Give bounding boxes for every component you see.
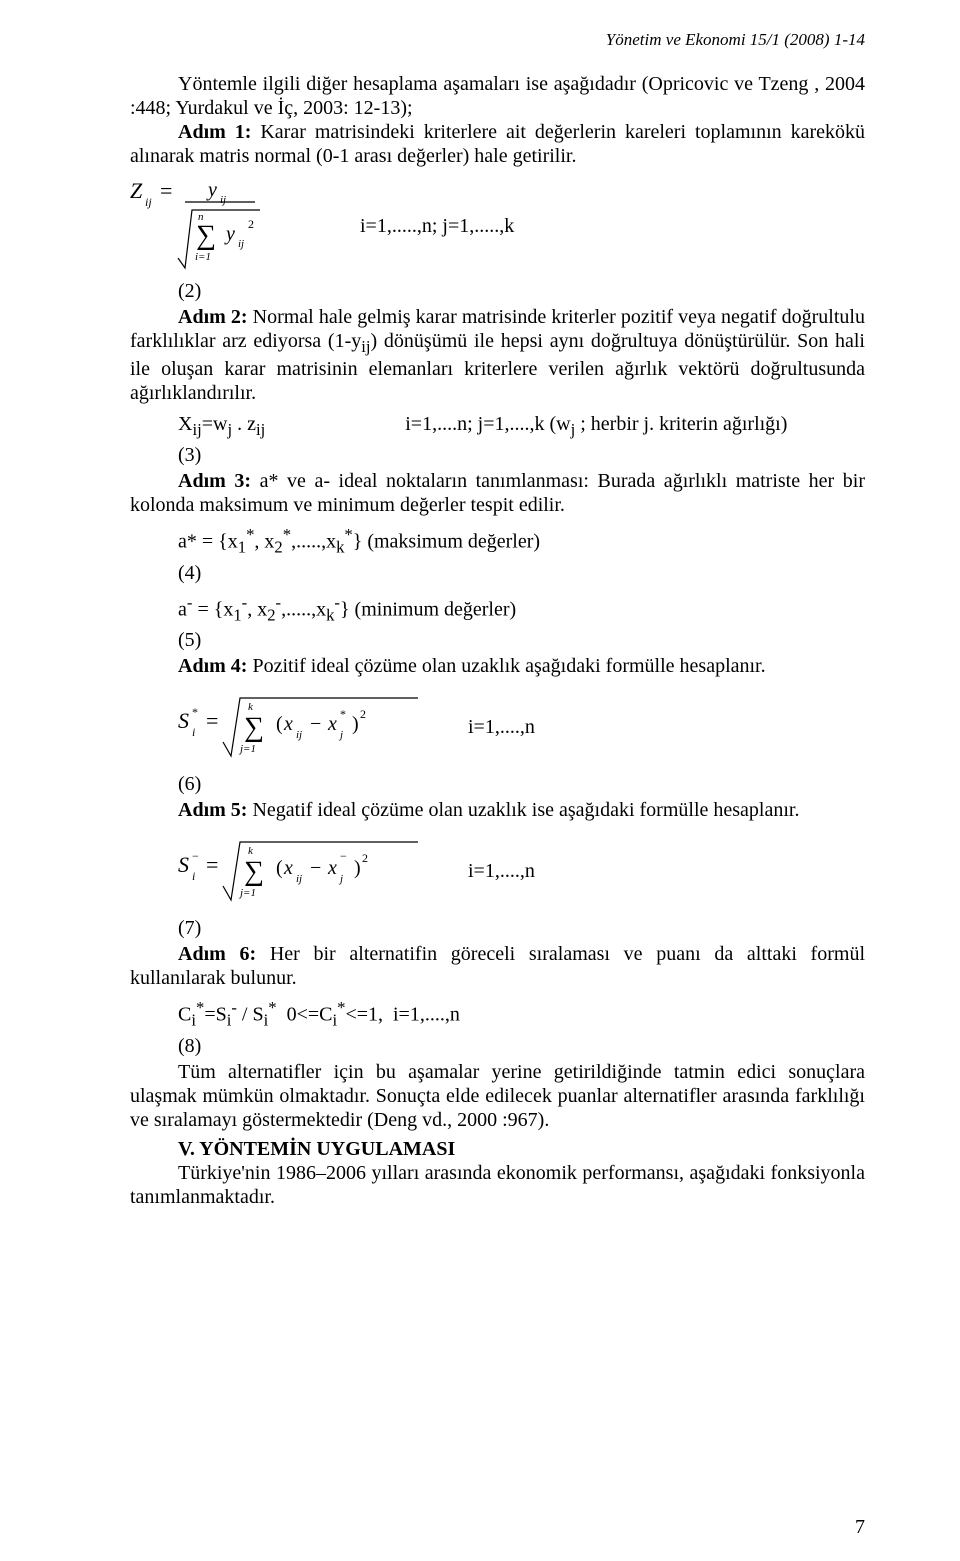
formula-2: Z ij = y ij ∑ n i=1 y ij 2 xyxy=(130,176,320,276)
svg-text:x: x xyxy=(283,857,293,879)
equation-number-3: (3) xyxy=(130,444,865,467)
step3-label: Adım 3: xyxy=(178,470,251,492)
closing-paragraph: Tüm alternatifler için bu aşamalar yerin… xyxy=(130,1060,865,1132)
step4-text: Pozitif ideal çözüme olan uzaklık aşağıd… xyxy=(247,655,765,677)
formula-4: a* = {x1*, x2*,.....,xk*} (maksimum değe… xyxy=(178,525,540,558)
svg-text:S: S xyxy=(178,708,189,733)
svg-text:y: y xyxy=(206,179,217,201)
svg-text:=: = xyxy=(206,708,218,733)
formula-6: S i * = ∑ k j=1 ( x ij − x j * ) 2 xyxy=(178,686,428,769)
svg-text:ij: ij xyxy=(220,194,226,206)
svg-text:j=1: j=1 xyxy=(238,887,256,899)
formula-6-condition: i=1,....,n xyxy=(468,716,535,739)
formula-2-row: Z ij = y ij ∑ n i=1 y ij 2 i=1,.....,n; xyxy=(130,176,865,276)
svg-text:x: x xyxy=(327,713,337,735)
intro-paragraph: Yöntemle ilgili diğer hesaplama aşamalar… xyxy=(130,72,865,120)
step4-label: Adım 4: xyxy=(178,655,247,677)
svg-text:ij: ij xyxy=(238,238,244,250)
svg-text:ij: ij xyxy=(296,873,302,885)
svg-text:x: x xyxy=(283,713,293,735)
svg-text:*: * xyxy=(340,707,346,721)
formula-3-cond-b: ; herbir j. kriterin ağırlığı) xyxy=(575,413,787,435)
svg-text:=: = xyxy=(206,852,218,877)
formula-8-row: Ci*=Si- / Si* 0<=Ci*<=1, i=1,....,n xyxy=(178,998,865,1031)
svg-text:*: * xyxy=(192,705,198,719)
equation-number-2: (2) xyxy=(130,280,865,303)
formula-7-row: S i − = ∑ k j=1 ( x ij − x j − ) 2 i=1,.… xyxy=(178,830,865,913)
svg-text:x: x xyxy=(327,857,337,879)
svg-text:−: − xyxy=(310,857,321,879)
equation-number-7: (7) xyxy=(130,917,865,940)
svg-text:): ) xyxy=(354,857,361,879)
formula-3: Xij=wj . zij xyxy=(178,413,265,440)
formula-3-condition: i=1,....n; j=1,....,k (wj ; herbir j. kr… xyxy=(405,413,787,440)
page-number: 7 xyxy=(855,1516,865,1539)
svg-text:i: i xyxy=(192,869,195,883)
svg-text:): ) xyxy=(352,713,359,735)
svg-text:(: ( xyxy=(276,713,283,735)
svg-text:=: = xyxy=(160,178,172,203)
svg-text:∑: ∑ xyxy=(244,856,264,887)
svg-text:n: n xyxy=(198,211,204,223)
equation-number-5: (5) xyxy=(130,629,865,652)
step6-label: Adım 6: xyxy=(178,943,256,965)
formula-5: a- = {x1-, x2-,.....,xk-} (minimum değer… xyxy=(178,593,516,626)
svg-text:j=1: j=1 xyxy=(238,743,256,755)
step2-sub: ij xyxy=(361,337,370,356)
running-head: Yönetim ve Ekonomi 15/1 (2008) 1-14 xyxy=(130,30,865,50)
equation-number-4: (4) xyxy=(130,562,865,585)
formula-5-row: a- = {x1-, x2-,.....,xk-} (minimum değer… xyxy=(178,593,865,626)
formula-7: S i − = ∑ k j=1 ( x ij − x j − ) 2 xyxy=(178,830,428,913)
step2-paragraph: Adım 2: Normal hale gelmiş karar matrisi… xyxy=(130,305,865,405)
svg-text:−: − xyxy=(192,849,199,863)
svg-text:−: − xyxy=(340,849,347,863)
formula-2-condition: i=1,.....,n; j=1,.....,k xyxy=(360,215,514,238)
svg-text:(: ( xyxy=(276,857,283,879)
svg-text:ij: ij xyxy=(296,729,302,741)
svg-text:∑: ∑ xyxy=(196,220,216,251)
section-5-heading: V. YÖNTEMİN UYGULAMASI xyxy=(130,1138,865,1161)
svg-text:∑: ∑ xyxy=(244,712,264,743)
step5-text: Negatif ideal çözüme olan uzaklık ise aş… xyxy=(247,799,799,821)
formula-6-row: S i * = ∑ k j=1 ( x ij − x j * ) 2 xyxy=(178,686,865,769)
step5-label: Adım 5: xyxy=(178,799,247,821)
svg-text:−: − xyxy=(310,713,321,735)
svg-text:2: 2 xyxy=(362,851,368,865)
formula-4-row: a* = {x1*, x2*,.....,xk*} (maksimum değe… xyxy=(178,525,865,558)
step1-paragraph: Adım 1: Karar matrisindeki kriterlere ai… xyxy=(130,120,865,168)
step4-paragraph: Adım 4: Pozitif ideal çözüme olan uzaklı… xyxy=(130,654,865,678)
application-paragraph: Türkiye'nin 1986–2006 yılları arasında e… xyxy=(130,1161,865,1209)
svg-text:j: j xyxy=(338,873,343,885)
svg-text:j: j xyxy=(338,729,343,741)
step1-label: Adım 1: xyxy=(178,121,251,143)
step2-label: Adım 2: xyxy=(178,306,248,328)
svg-text:ij: ij xyxy=(145,195,152,209)
step5-paragraph: Adım 5: Negatif ideal çözüme olan uzaklı… xyxy=(130,798,865,822)
svg-text:Z: Z xyxy=(130,178,143,203)
page: Yönetim ve Ekonomi 15/1 (2008) 1-14 Yönt… xyxy=(0,0,960,1561)
svg-text:i=1: i=1 xyxy=(195,251,211,263)
formula-3-cond-a: i=1,....n; j=1,....,k (w xyxy=(405,413,570,435)
formula-8: Ci*=Si- / Si* 0<=Ci*<=1, i=1,....,n xyxy=(178,998,460,1031)
svg-text:2: 2 xyxy=(360,707,366,721)
formula-7-condition: i=1,....,n xyxy=(468,860,535,883)
equation-number-8: (8) xyxy=(130,1035,865,1058)
equation-number-6: (6) xyxy=(130,773,865,796)
svg-text:S: S xyxy=(178,852,189,877)
formula-3-row: Xij=wj . zij i=1,....n; j=1,....,k (wj ;… xyxy=(178,413,865,440)
step6-paragraph: Adım 6: Her bir alternatifin göreceli sı… xyxy=(130,942,865,990)
svg-text:i: i xyxy=(192,725,195,739)
svg-text:2: 2 xyxy=(248,217,254,231)
step3-paragraph: Adım 3: a* ve a- ideal noktaların tanıml… xyxy=(130,469,865,517)
svg-text:y: y xyxy=(224,223,235,245)
